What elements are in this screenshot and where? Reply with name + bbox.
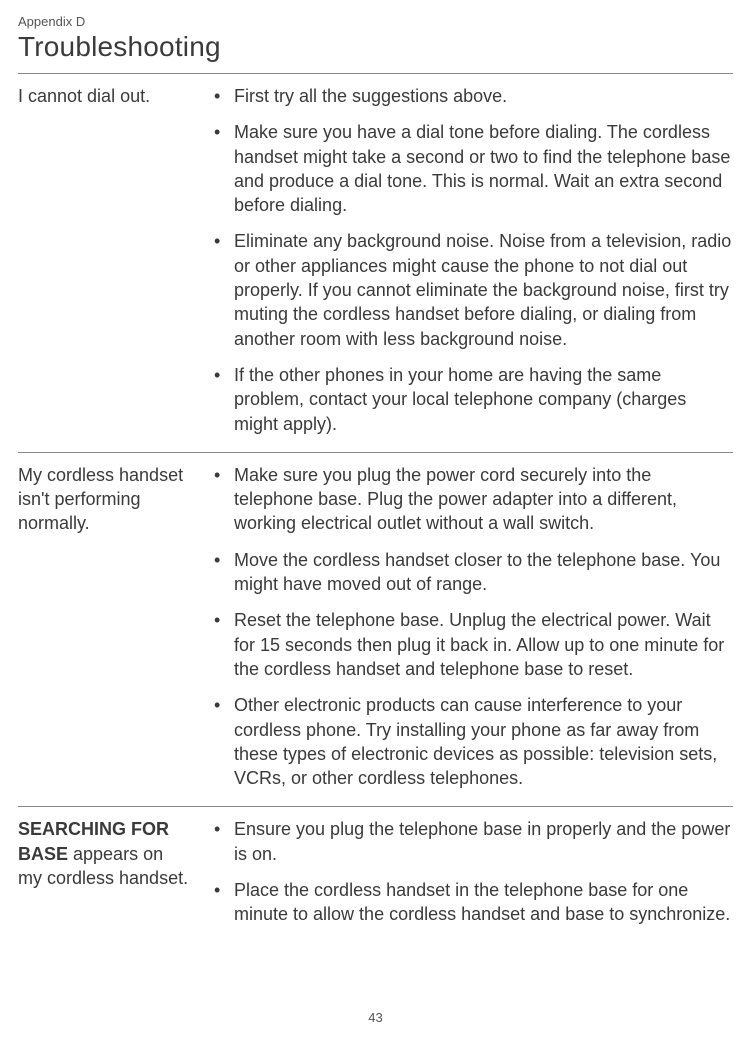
list-item: Make sure you plug the power cord secure… <box>208 463 733 536</box>
page-title: Troubleshooting <box>18 31 733 63</box>
problem-text: I cannot dial out. <box>18 84 208 436</box>
list-item: Reset the telephone base. Unplug the ele… <box>208 608 733 681</box>
list-item: Place the cordless handset in the teleph… <box>208 878 733 927</box>
list-item: Other electronic products can cause inte… <box>208 693 733 790</box>
troubleshoot-row: I cannot dial out. First try all the sug… <box>18 73 733 452</box>
list-item: Eliminate any background noise. Noise fr… <box>208 229 733 350</box>
page-number: 43 <box>0 1010 751 1025</box>
list-item: Make sure you have a dial tone before di… <box>208 120 733 217</box>
list-item: If the other phones in your home are hav… <box>208 363 733 436</box>
problem-text: SEARCHING FOR BASE appears on my cordles… <box>18 817 208 926</box>
list-item: Ensure you plug the telephone base in pr… <box>208 817 733 866</box>
solution-list: First try all the suggestions above. Mak… <box>208 84 733 436</box>
solution-list: Make sure you plug the power cord secure… <box>208 463 733 791</box>
solution-list: Ensure you plug the telephone base in pr… <box>208 817 733 926</box>
problem-text: My cordless handset isn't performing nor… <box>18 463 208 791</box>
list-item: Move the cordless handset closer to the … <box>208 548 733 597</box>
list-item: First try all the suggestions above. <box>208 84 733 108</box>
problem-rest: My cordless handset isn't performing nor… <box>18 465 183 534</box>
appendix-label: Appendix D <box>18 14 733 29</box>
troubleshoot-row: SEARCHING FOR BASE appears on my cordles… <box>18 806 733 942</box>
problem-rest: I cannot dial out. <box>18 86 150 106</box>
troubleshoot-row: My cordless handset isn't performing nor… <box>18 452 733 807</box>
